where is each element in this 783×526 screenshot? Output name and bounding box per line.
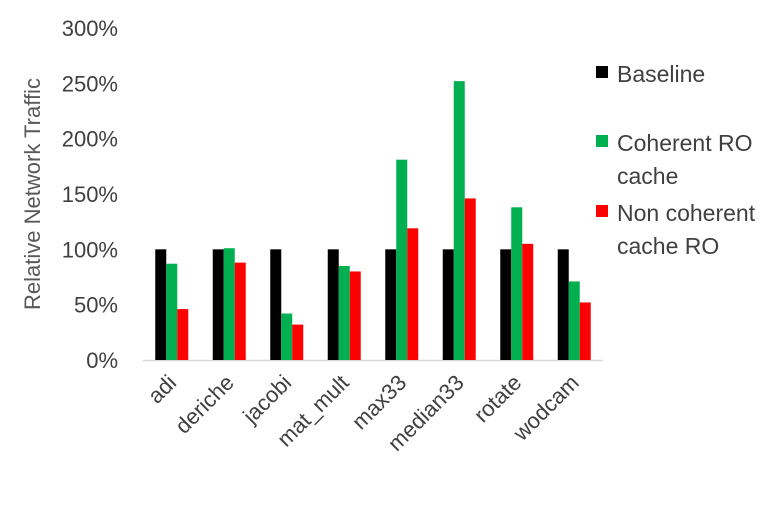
bar-non-coherent-cache-ro-rotate bbox=[522, 243, 534, 360]
bar-coherent-ro-cache-jacobi bbox=[281, 313, 293, 360]
bar-coherent-ro-cache-deriche bbox=[223, 248, 235, 360]
y-tick-label: 100% bbox=[62, 237, 118, 262]
x-tick-label: deriche bbox=[170, 370, 239, 439]
bar-non-coherent-cache-ro-adi bbox=[177, 309, 189, 360]
legend-swatch bbox=[596, 205, 608, 217]
legend-label: cache bbox=[617, 163, 678, 189]
y-axis-title: Relative Network Traffic bbox=[20, 78, 45, 310]
bar-coherent-ro-cache-mat_mult bbox=[338, 265, 350, 360]
legend-swatch bbox=[596, 66, 608, 78]
legend-label: Baseline bbox=[617, 61, 705, 87]
legend-swatch bbox=[596, 135, 608, 147]
y-tick-label: 200% bbox=[62, 127, 118, 152]
bars bbox=[155, 81, 591, 361]
legend-label: Coherent RO bbox=[617, 130, 753, 156]
y-tick-label: 50% bbox=[74, 293, 118, 318]
bar-non-coherent-cache-ro-median33 bbox=[464, 198, 476, 360]
y-tick-label: 0% bbox=[86, 348, 118, 373]
bar-baseline-deriche bbox=[212, 249, 224, 360]
bar-non-coherent-cache-ro-jacobi bbox=[292, 324, 304, 360]
bar-baseline-wodcam bbox=[557, 249, 569, 360]
bar-baseline-max33 bbox=[385, 249, 397, 360]
bar-non-coherent-cache-ro-deriche bbox=[234, 262, 246, 360]
y-tick-label: 300% bbox=[62, 16, 118, 41]
bar-coherent-ro-cache-max33 bbox=[396, 159, 408, 360]
x-tick-label: adi bbox=[143, 370, 181, 408]
y-tick-label: 250% bbox=[62, 71, 118, 96]
bar-non-coherent-cache-ro-wodcam bbox=[579, 302, 591, 360]
bar-baseline-jacobi bbox=[270, 249, 282, 360]
bar-coherent-ro-cache-rotate bbox=[511, 207, 523, 360]
y-tick-label: 150% bbox=[62, 182, 118, 207]
bar-baseline-adi bbox=[155, 249, 167, 360]
bar-baseline-median33 bbox=[442, 249, 454, 360]
legend-label: cache RO bbox=[617, 233, 719, 259]
bar-coherent-ro-cache-wodcam bbox=[568, 281, 580, 360]
bar-non-coherent-cache-ro-max33 bbox=[407, 228, 419, 360]
legend-label: Non coherent bbox=[617, 200, 756, 226]
bar-baseline-rotate bbox=[500, 249, 512, 360]
bar-coherent-ro-cache-adi bbox=[166, 263, 178, 360]
legend: Baseline Coherent RO cache Non coherent cach… bbox=[596, 61, 756, 259]
bar-coherent-ro-cache-median33 bbox=[453, 81, 465, 361]
y-axis-ticks: 0% 50% 100% 150% 200% 250% 300% bbox=[62, 16, 118, 373]
bar-baseline-mat_mult bbox=[327, 249, 339, 360]
bar-non-coherent-cache-ro-mat_mult bbox=[349, 271, 361, 360]
